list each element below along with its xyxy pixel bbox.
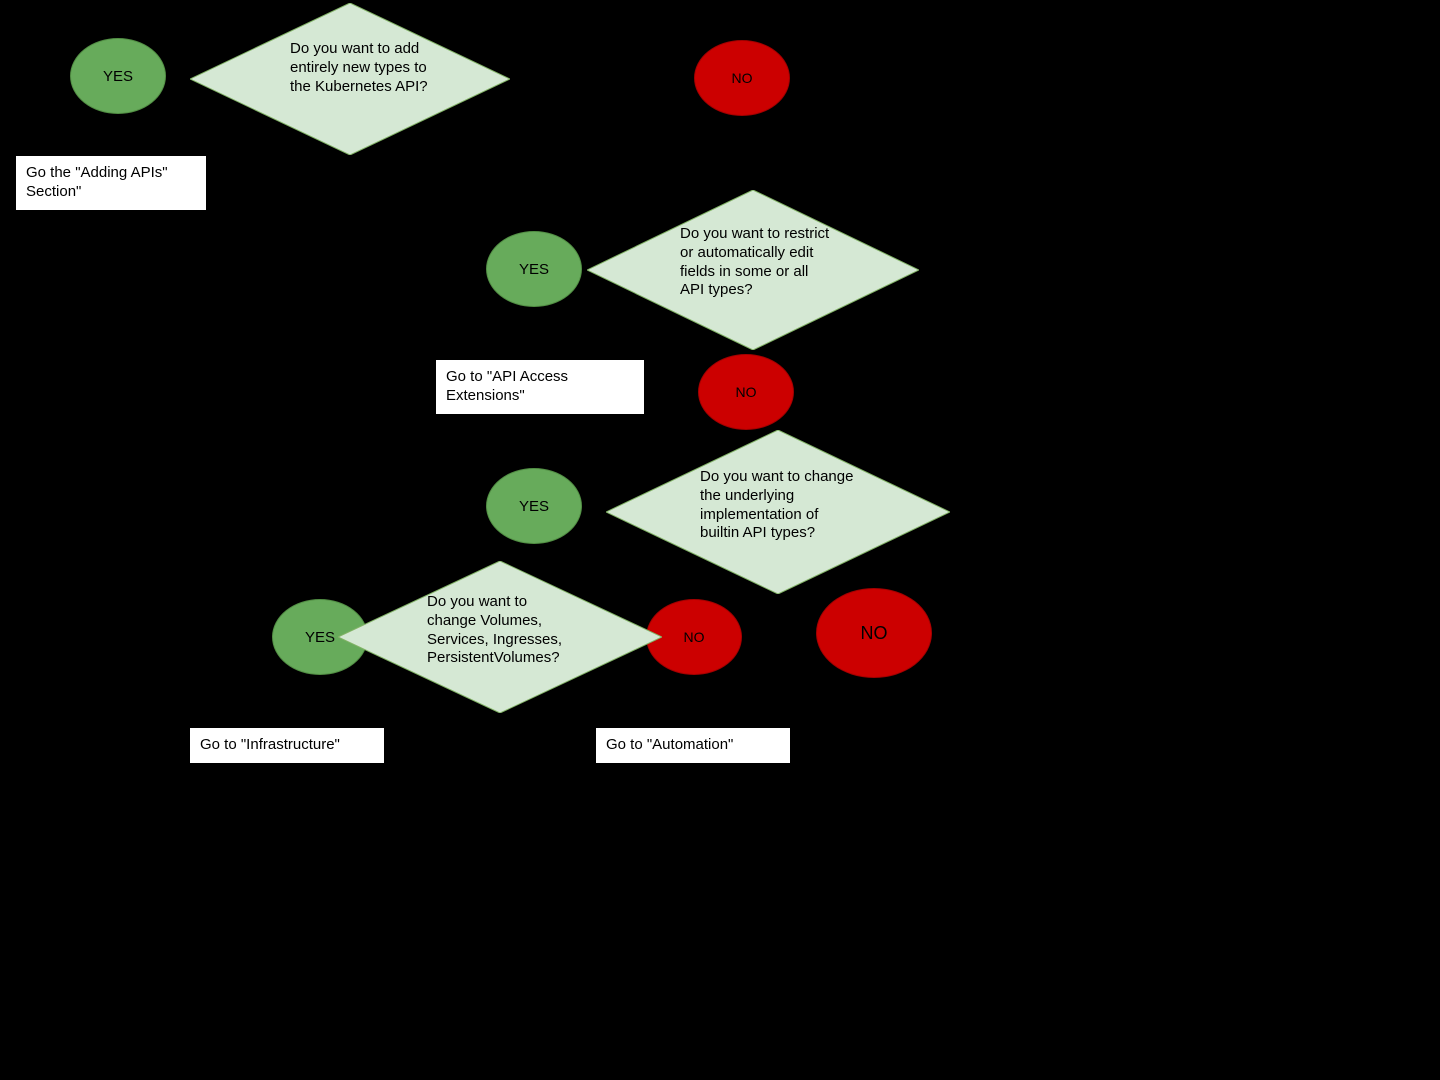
edge-yes3-d4 — [500, 544, 534, 561]
node-b3: Go to "Infrastructure" — [189, 727, 385, 764]
node-label: NO — [861, 623, 888, 644]
edge-yes4-b3 — [287, 675, 320, 727]
edge-no3big-b4 — [791, 678, 874, 727]
node-no1: NO — [694, 40, 790, 116]
node-label: YES — [519, 261, 549, 278]
node-no3big: NO — [816, 588, 932, 678]
edge-no1-d2 — [742, 116, 753, 190]
node-label: YES — [305, 629, 335, 646]
edge-d1-yes1 — [166, 76, 190, 79]
node-label: Do you want to change the underlying imp… — [700, 468, 855, 543]
edge-d1-no1 — [510, 78, 694, 79]
node-label: Do you want to add entirely new types to… — [290, 40, 440, 96]
edge-no4-b4 — [693, 675, 694, 727]
node-yes2: YES — [486, 231, 582, 307]
node-no2: NO — [698, 354, 794, 430]
node-label: NO — [736, 384, 757, 400]
edge-yes2-b2 — [534, 307, 540, 359]
node-label: Do you want to restrict or automatically… — [680, 225, 830, 300]
node-label: YES — [103, 68, 133, 85]
node-yes1: YES — [70, 38, 166, 114]
node-label: NO — [684, 629, 705, 645]
edge-d3-yes3 — [582, 506, 606, 512]
node-label: YES — [519, 498, 549, 515]
node-b4: Go to "Automation" — [595, 727, 791, 764]
node-label: NO — [732, 70, 753, 86]
node-yes3: YES — [486, 468, 582, 544]
flowchart-canvas: YES NO YES NO YES NO YES NO Do you want to add e… — [0, 0, 1440, 1080]
node-label: Do you want to change Volumes, Services,… — [427, 593, 577, 668]
edge-yes1-b1 — [111, 114, 118, 155]
node-b2: Go to "API Access Extensions" — [435, 359, 645, 415]
node-b1: Go the "Adding APIs" Section" — [15, 155, 207, 211]
